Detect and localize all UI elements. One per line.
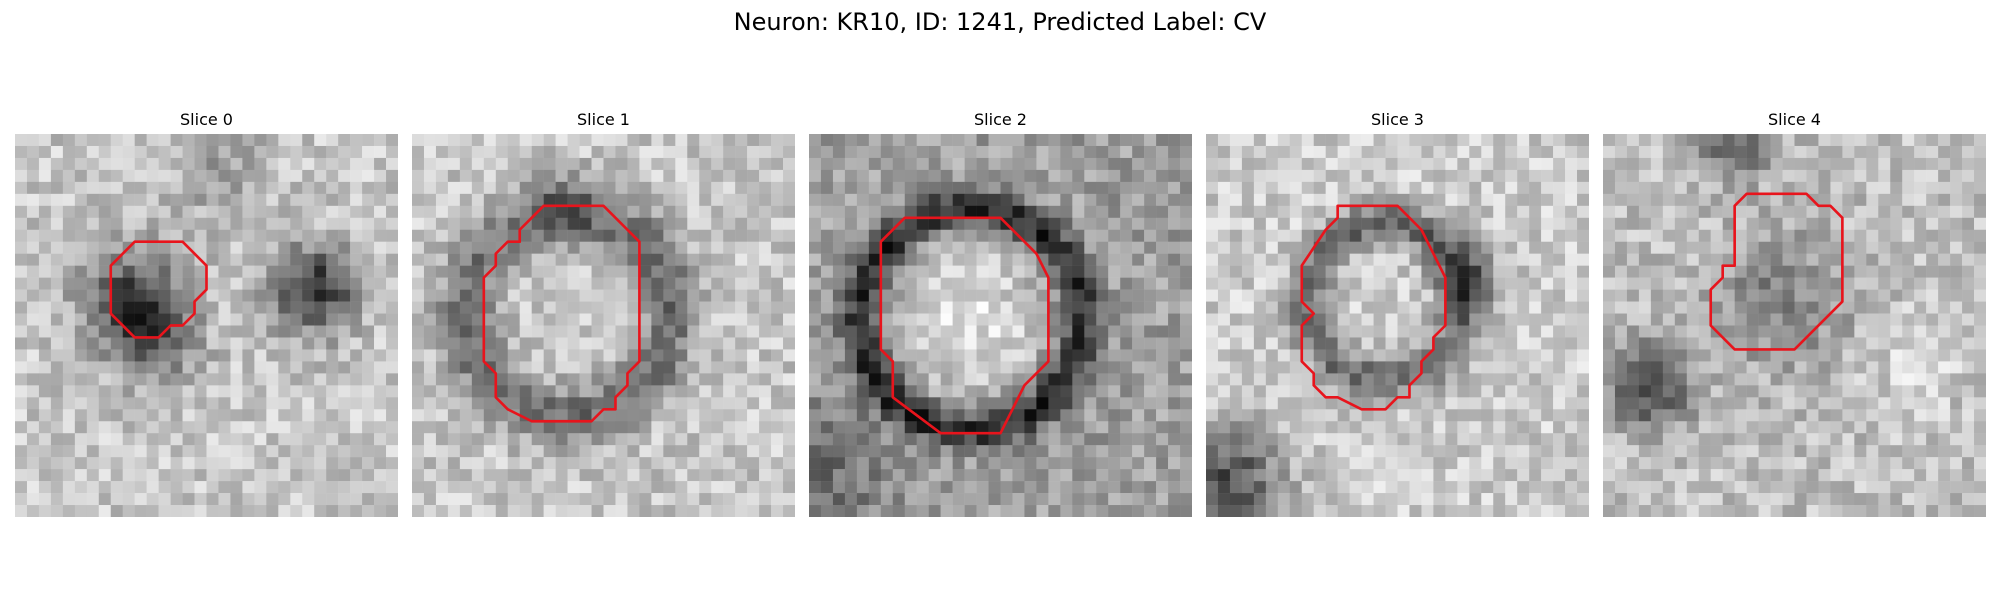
figure-title: Neuron: KR10, ID: 1241, Predicted Label:… (733, 8, 1267, 36)
segmentation-contour (1300, 204, 1447, 411)
segmentation-contour (109, 240, 208, 339)
slice-image (412, 134, 795, 517)
slice-panel-1: Slice 1 (412, 110, 795, 517)
slice-panel-4: Slice 4 (1603, 110, 1986, 517)
slice-image (809, 134, 1192, 517)
pixel-grid (15, 134, 398, 517)
pixel-grid (809, 134, 1192, 517)
slice-image (15, 134, 398, 517)
slice-title: Slice 0 (180, 110, 233, 129)
pixel-grid (1206, 134, 1589, 517)
slice-image (1603, 134, 1986, 517)
segmentation-contour (1709, 192, 1844, 351)
slice-panel-2: Slice 2 (809, 110, 1192, 517)
slice-panel-0: Slice 0 (15, 110, 398, 517)
slice-title: Slice 2 (974, 110, 1027, 129)
slice-title: Slice 4 (1768, 110, 1821, 129)
slice-title: Slice 3 (1371, 110, 1424, 129)
slice-title: Slice 1 (577, 110, 630, 129)
pixel-grid (1603, 134, 1986, 517)
segmentation-contour (879, 216, 1050, 435)
slice-image (1206, 134, 1589, 517)
segmentation-contour (482, 204, 641, 423)
slice-panel-3: Slice 3 (1206, 110, 1589, 517)
pixel-grid (412, 134, 795, 517)
